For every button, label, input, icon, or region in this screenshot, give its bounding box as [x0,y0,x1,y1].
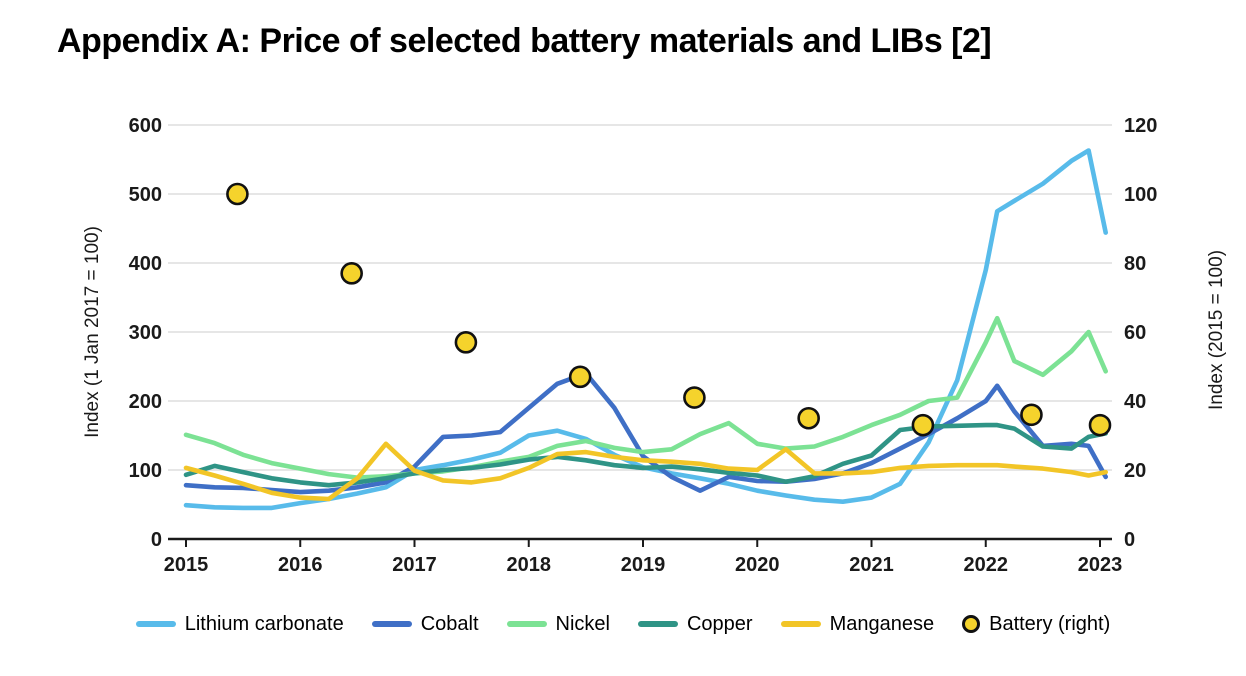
x-axis-tick-label: 2019 [621,554,666,576]
series-line-nickel [183,315,1108,480]
cobalt-legend-swatch [371,621,412,627]
battery-dot [340,262,363,285]
y-axis-right-tick-label: 120 [1124,115,1157,137]
x-axis-tick-label: 2015 [164,554,209,576]
battery-dot [1020,403,1043,427]
x-axis-tick-label: 2021 [849,554,894,576]
series-line-lithium-carbonate [183,148,1108,511]
y-axis-left-title: Index (1 Jan 2017 = 100) [82,226,103,438]
y-axis-left-tick-label: 400 [129,253,162,275]
figure-title: Appendix A: Price of selected battery ma… [57,22,992,60]
battery-dot [568,365,592,389]
battery-dot [911,413,935,437]
manganese-legend-swatch [780,621,821,627]
series-line-copper [183,422,1108,488]
y-axis-left-tick-label: 300 [129,322,162,344]
x-axis-tick-label: 2017 [392,554,437,576]
y-axis-left-tick-label: 0 [151,529,162,551]
y-axis-right-tick-label: 100 [1124,184,1157,206]
x-axis-tick-label: 2016 [278,554,323,576]
y-axis-left-tick-label: 100 [129,460,162,482]
legend-item-copper: Copper [637,612,753,636]
lithium-carbonate-legend-swatch [135,621,176,627]
x-axis-tick-label: 2020 [735,554,780,576]
chart-legend: Lithium carbonate Cobalt Nickel Copper Manga… [0,610,1246,638]
legend-label-nickel: Nickel [555,612,610,635]
y-axis-right-tick-label: 80 [1124,253,1146,275]
nickel-legend-swatch [506,621,547,627]
legend-label-cobalt: Cobalt [420,612,479,635]
y-axis-right-title: Index (2015 = 100) [1206,250,1227,410]
battery-legend-dot-icon [962,615,981,633]
legend-label-copper: Copper [686,612,753,635]
y-axis-left-tick-label: 500 [129,184,162,206]
y-axis-right-tick-label: 0 [1124,529,1135,551]
y-axis-right-tick-label: 60 [1124,322,1146,344]
legend-item-nickel: Nickel [506,612,610,636]
battery-dot [683,386,706,409]
x-axis-tick-label: 2018 [507,554,552,576]
legend-label-battery-right: Battery (right) [989,612,1111,635]
series-line-manganese [183,441,1108,502]
y-axis-left-tick-label: 200 [129,391,162,413]
legend-label-lithium-carbonate: Lithium carbonate [184,612,344,635]
series-line-cobalt [183,371,1108,495]
battery-dot [226,182,249,206]
copper-legend-swatch [637,621,678,627]
y-axis-left-tick-label: 600 [129,115,162,137]
legend-label-manganese: Manganese [829,612,935,635]
y-axis-right-tick-label: 20 [1124,460,1146,482]
legend-item-battery-right: Battery (right) [962,613,1110,636]
x-axis-tick-label: 2023 [1078,554,1123,576]
battery-dot [454,331,478,354]
battery-dot [797,406,820,430]
legend-item-manganese: Manganese [780,612,935,636]
battery-dot [1088,413,1112,437]
x-axis-tick-label: 2022 [964,554,1009,576]
legend-item-cobalt: Cobalt [371,612,479,636]
legend-item-lithium-carbonate: Lithium carbonate [135,612,344,636]
y-axis-right-tick-label: 40 [1124,391,1146,413]
